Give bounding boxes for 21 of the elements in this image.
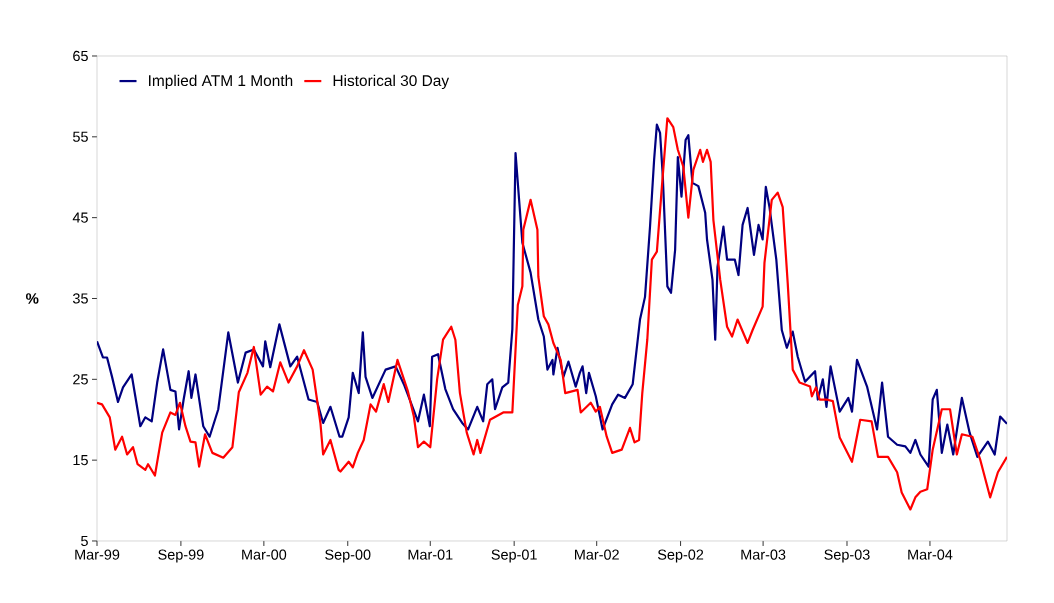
y-tick-label: 25 <box>73 374 88 385</box>
legend-label: Implied ATM 1 Month <box>149 74 293 90</box>
x-tick-label: Mar-03 <box>741 549 786 560</box>
y-tick-label: 15 <box>73 455 88 466</box>
x-tick-label: Mar-01 <box>408 549 453 560</box>
y-axis-title: % <box>25 293 39 304</box>
y-tick-label: 5 <box>81 535 88 547</box>
y-tick-label: 55 <box>73 131 88 142</box>
x-tick-label: Mar-99 <box>75 549 120 560</box>
y-tick-label: 65 <box>73 50 88 62</box>
x-tick-label: Sep-00 <box>325 549 371 563</box>
x-tick-label: Mar-04 <box>908 549 953 560</box>
y-tick-label: 45 <box>72 212 88 223</box>
x-tick-label: Mar-00 <box>242 549 287 560</box>
x-tick-label: Sep-99 <box>158 549 204 563</box>
x-tick-label: Sep-02 <box>657 549 704 563</box>
legend-label: Historical 30 Day <box>333 74 450 90</box>
x-tick-label: Sep-03 <box>824 549 870 563</box>
y-tick-label: 35 <box>72 293 88 304</box>
x-tick-label: Sep-01 <box>491 549 537 563</box>
x-tick-label: Mar-02 <box>575 549 619 560</box>
